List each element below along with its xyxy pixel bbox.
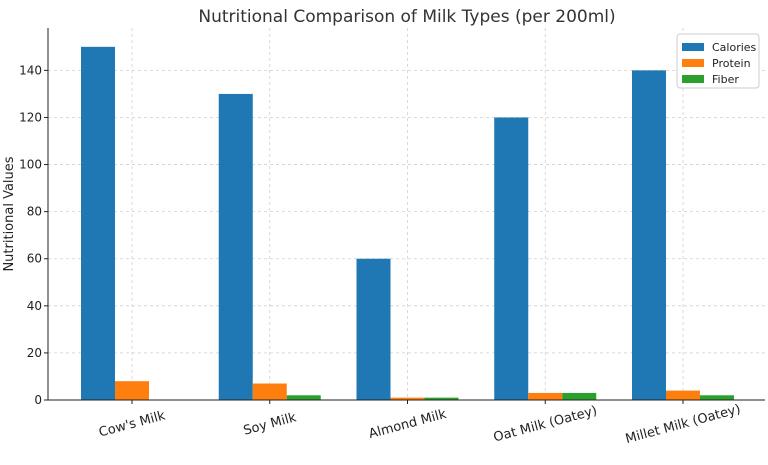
bars	[81, 46, 734, 401]
grid	[48, 28, 765, 400]
y-tick-label: 140	[19, 63, 42, 77]
tick-labels: 0 20 40 60 80 100 120 140	[19, 63, 42, 407]
y-tick-label: 120	[19, 110, 42, 124]
category-label: Cow's Milk	[97, 408, 167, 440]
category-labels: Cow's Milk Soy Milk Almond Milk Oat Milk (O…	[97, 402, 742, 447]
bar-protein-0	[115, 381, 149, 400]
y-tick-label: 60	[27, 252, 42, 266]
legend-label-calories: Calories	[712, 41, 757, 54]
legend-label-protein: Protein	[712, 57, 751, 70]
category-label: Millet Milk (Oatey)	[624, 402, 742, 447]
bar-protein-1	[252, 383, 287, 400]
legend-swatch-protein	[682, 59, 704, 67]
bar-fiber-2	[424, 397, 459, 400]
y-axis-label: Nutritional Values	[2, 156, 17, 271]
category-label: Oat Milk (Oatey)	[492, 403, 599, 445]
axes	[44, 28, 765, 404]
bar-fiber-3	[562, 392, 597, 400]
bar-calories-0	[81, 46, 115, 400]
bar-protein-2	[390, 397, 425, 400]
y-tick-label: 20	[27, 346, 42, 360]
category-label: Soy Milk	[242, 410, 298, 439]
legend-swatch-calories	[682, 43, 704, 51]
chart-title: Nutritional Comparison of Milk Types (pe…	[198, 7, 615, 27]
y-tick-label: 80	[27, 205, 42, 219]
bar-calories-1	[218, 93, 253, 401]
y-tick-label: 100	[19, 158, 42, 172]
legend-swatch-fiber	[682, 75, 704, 83]
legend-label-fiber: Fiber	[712, 73, 739, 86]
bar-calories-4	[632, 70, 666, 400]
bar-protein-4	[666, 390, 700, 400]
y-tick-label: 0	[34, 393, 42, 407]
bar-fiber-1	[286, 395, 321, 400]
legend: Calories Protein Fiber	[676, 33, 760, 89]
bar-protein-3	[528, 392, 563, 400]
bar-fiber-4	[700, 395, 734, 400]
category-label: Almond Milk	[367, 407, 448, 442]
y-tick-label: 40	[27, 299, 42, 313]
bar-calories-3	[494, 117, 529, 400]
bar-calories-2	[356, 258, 391, 400]
